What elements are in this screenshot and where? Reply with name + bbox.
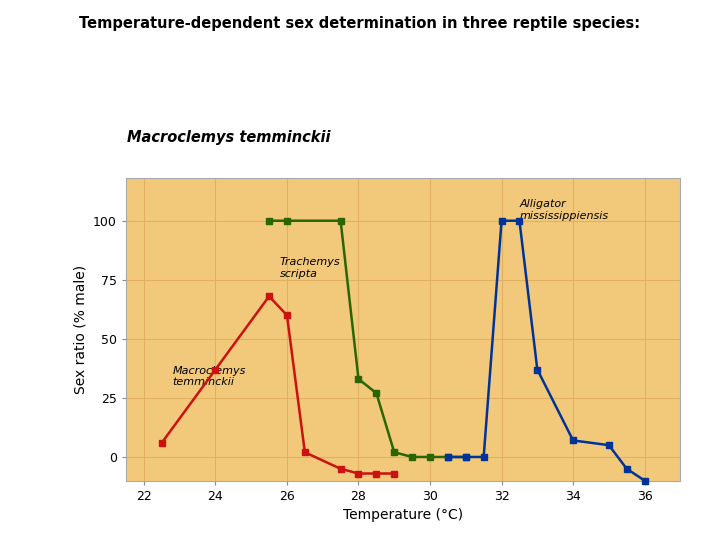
Y-axis label: Sex ratio (% male): Sex ratio (% male) [73,265,88,394]
Text: Macroclemys
temminckii: Macroclemys temminckii [173,366,246,388]
Text: Alligator
mississippiensis: Alligator mississippiensis [519,199,608,221]
Text: Macroclemys temminckii: Macroclemys temminckii [127,130,330,145]
Text: Temperature-dependent sex determination in three reptile species:: Temperature-dependent sex determination … [79,16,641,31]
Text: Trachemys
scripta: Trachemys scripta [280,257,341,279]
X-axis label: Temperature (°C): Temperature (°C) [343,508,463,522]
